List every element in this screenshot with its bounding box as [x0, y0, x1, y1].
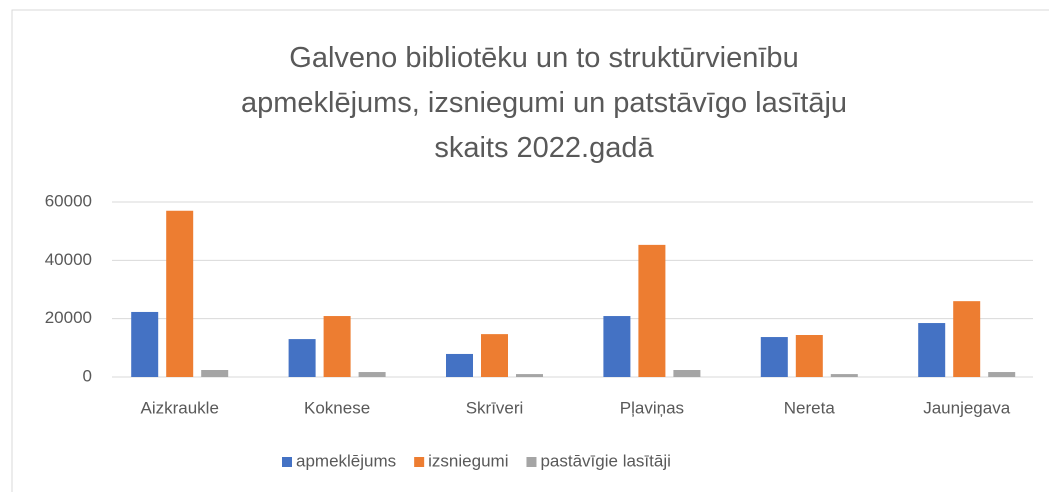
legend-swatch [526, 457, 537, 467]
bar [988, 372, 1016, 377]
legend-label: pastāvīgie lasītāji [540, 451, 670, 470]
legend-swatch [282, 457, 292, 467]
bar [830, 374, 858, 377]
bar [323, 316, 351, 377]
x-tick-label: Pļaviņas [620, 398, 684, 417]
bar [795, 335, 823, 377]
bar [131, 311, 159, 377]
legend-swatch [414, 457, 425, 467]
legend-label: apmeklējums [296, 451, 396, 470]
bar [358, 372, 386, 377]
y-tick-label: 40000 [45, 250, 92, 269]
bar [638, 244, 666, 377]
bar [918, 323, 946, 377]
bar [446, 353, 473, 377]
bar [760, 337, 788, 377]
bar [953, 301, 981, 377]
x-tick-label: Koknese [304, 398, 370, 417]
bar [166, 210, 194, 377]
bar [481, 334, 508, 377]
bar [516, 374, 543, 377]
y-tick-label: 60000 [45, 191, 92, 210]
bar [288, 339, 316, 377]
x-tick-label: Aizkraukle [140, 398, 218, 417]
x-tick-label: Skrīveri [466, 398, 524, 417]
y-tick-label: 0 [83, 366, 92, 385]
chart-title: Galveno bibliotēku un to struktūrvienību… [240, 42, 848, 164]
y-tick-label: 20000 [45, 308, 92, 327]
x-tick-label: Jaunjegava [923, 398, 1011, 417]
x-tick-label: Nereta [784, 398, 836, 417]
bar [603, 316, 631, 377]
bar [673, 370, 701, 377]
legend-label: izsniegumi [428, 451, 508, 470]
bar [201, 370, 229, 377]
